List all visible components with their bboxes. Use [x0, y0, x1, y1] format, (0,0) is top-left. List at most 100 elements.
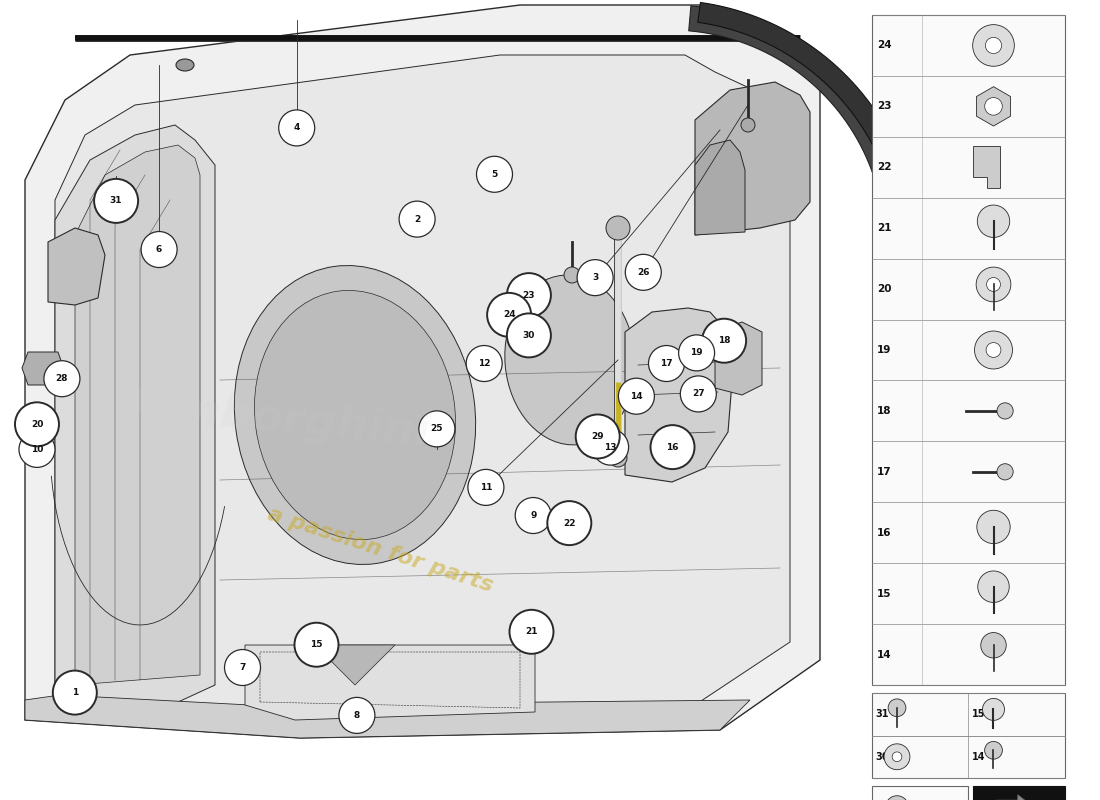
Circle shape	[886, 796, 909, 800]
Circle shape	[419, 411, 455, 447]
Text: 25: 25	[430, 424, 443, 434]
Circle shape	[564, 267, 580, 283]
Circle shape	[575, 414, 619, 458]
Circle shape	[982, 698, 1004, 720]
Circle shape	[578, 260, 613, 296]
Text: 20: 20	[877, 284, 891, 294]
Circle shape	[884, 744, 910, 770]
Text: 31: 31	[874, 710, 889, 719]
Text: 22: 22	[563, 518, 575, 528]
Polygon shape	[25, 695, 750, 738]
Text: 13: 13	[604, 442, 617, 452]
FancyBboxPatch shape	[974, 786, 1065, 800]
Circle shape	[977, 205, 1010, 238]
Text: 4: 4	[294, 123, 300, 133]
Text: 15: 15	[971, 710, 984, 719]
Text: 26: 26	[637, 268, 649, 277]
Ellipse shape	[234, 266, 475, 565]
Circle shape	[981, 633, 1007, 658]
Polygon shape	[997, 794, 1032, 800]
Text: lamborghini: lamborghini	[128, 386, 432, 454]
Circle shape	[507, 273, 551, 317]
Circle shape	[680, 376, 716, 412]
Polygon shape	[695, 140, 745, 235]
Polygon shape	[697, 2, 907, 182]
Circle shape	[468, 470, 504, 506]
Polygon shape	[315, 645, 395, 685]
Polygon shape	[245, 645, 535, 720]
Text: 23: 23	[877, 102, 891, 111]
Text: a passion for parts: a passion for parts	[265, 504, 495, 596]
Text: 12: 12	[477, 359, 491, 368]
Circle shape	[976, 267, 1011, 302]
Text: 30: 30	[522, 331, 535, 340]
Circle shape	[476, 156, 513, 192]
Circle shape	[95, 179, 139, 223]
Circle shape	[986, 38, 1002, 54]
Text: 27: 27	[692, 390, 705, 398]
Polygon shape	[22, 352, 65, 385]
Text: 24: 24	[503, 310, 516, 319]
FancyBboxPatch shape	[872, 786, 968, 800]
Polygon shape	[48, 228, 104, 305]
Text: 29: 29	[592, 432, 604, 441]
Circle shape	[986, 342, 1001, 358]
Circle shape	[679, 335, 715, 371]
Circle shape	[649, 346, 684, 382]
Ellipse shape	[176, 59, 194, 71]
Circle shape	[339, 698, 375, 734]
Polygon shape	[977, 86, 1011, 126]
Circle shape	[977, 510, 1010, 544]
Text: 17: 17	[660, 359, 673, 368]
Circle shape	[975, 331, 1012, 369]
Text: 16: 16	[667, 442, 679, 452]
Polygon shape	[75, 145, 200, 685]
Text: 7: 7	[240, 663, 245, 672]
Circle shape	[548, 501, 592, 545]
Polygon shape	[715, 322, 762, 395]
Text: 16: 16	[877, 528, 891, 538]
Text: 20: 20	[31, 420, 43, 429]
Circle shape	[892, 752, 902, 762]
Circle shape	[224, 650, 261, 686]
Text: 31: 31	[110, 196, 122, 206]
Circle shape	[593, 429, 628, 465]
Text: 8: 8	[354, 711, 360, 720]
Text: 6: 6	[156, 245, 162, 254]
Text: 21: 21	[877, 223, 891, 233]
Circle shape	[15, 402, 59, 446]
Circle shape	[650, 425, 694, 469]
Circle shape	[141, 231, 177, 267]
Circle shape	[606, 216, 630, 240]
Text: 21: 21	[525, 627, 538, 636]
Text: 15: 15	[310, 640, 322, 650]
Text: 11: 11	[480, 483, 492, 492]
Circle shape	[487, 293, 531, 337]
Text: 18: 18	[718, 336, 730, 346]
Circle shape	[399, 201, 436, 237]
Circle shape	[278, 110, 315, 146]
Circle shape	[702, 318, 746, 362]
Circle shape	[44, 361, 80, 397]
Text: 2: 2	[414, 214, 420, 224]
Circle shape	[507, 314, 551, 358]
Text: 10: 10	[31, 445, 43, 454]
FancyBboxPatch shape	[872, 15, 1065, 685]
Text: 19: 19	[877, 345, 891, 355]
Text: 23: 23	[522, 290, 536, 300]
Text: 9: 9	[530, 511, 537, 520]
Circle shape	[984, 742, 1002, 759]
Circle shape	[741, 118, 755, 132]
Polygon shape	[55, 55, 790, 715]
Ellipse shape	[254, 290, 455, 539]
Text: 3: 3	[592, 273, 598, 282]
Text: 5: 5	[492, 170, 497, 178]
Circle shape	[618, 378, 654, 414]
Circle shape	[295, 622, 339, 666]
Text: 19: 19	[691, 348, 703, 358]
Circle shape	[609, 449, 627, 467]
Polygon shape	[25, 5, 819, 738]
Circle shape	[509, 610, 553, 654]
Text: 18: 18	[877, 406, 891, 416]
Polygon shape	[625, 308, 732, 482]
